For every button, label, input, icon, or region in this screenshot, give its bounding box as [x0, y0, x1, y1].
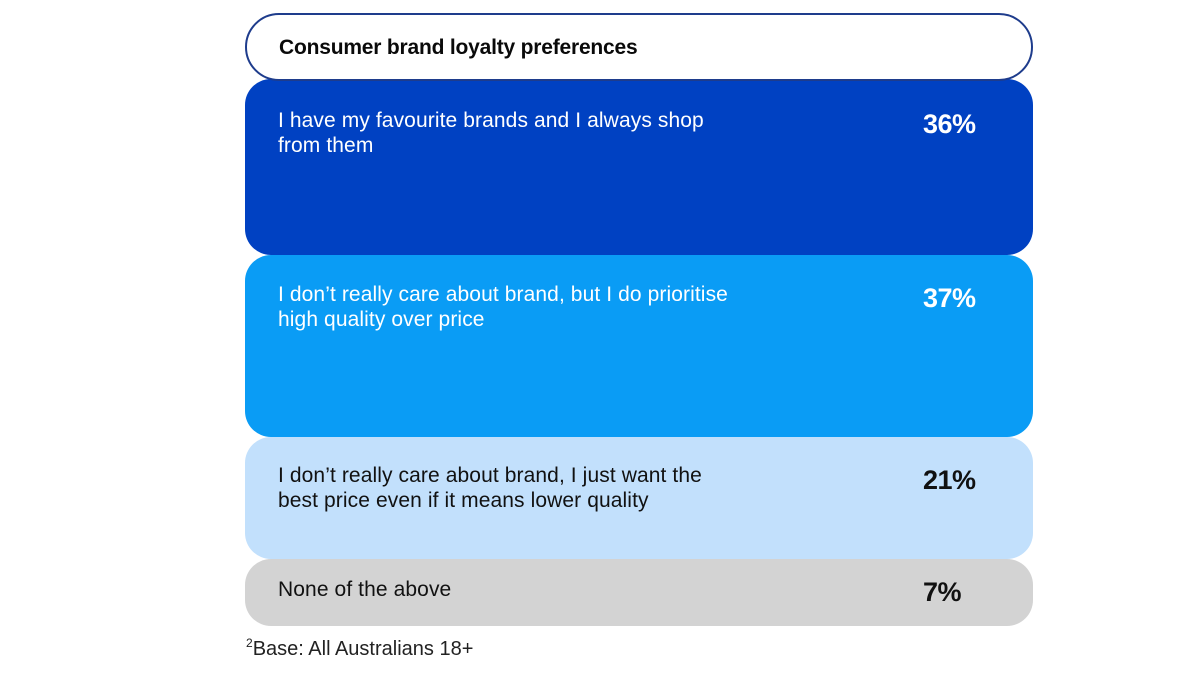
category-label: I don’t really care about brand, but I d… [278, 283, 728, 331]
category-label: None of the above [278, 578, 452, 601]
category-block: I don’t really care about brand, but I d… [245, 255, 1033, 437]
chart-title: Consumer brand loyalty preferences [279, 36, 638, 59]
category-label: I have my favourite brands and I always … [278, 109, 704, 157]
chart-title-pill: Consumer brand loyalty preferences [245, 13, 1033, 81]
footnote: 2Base: All Australians 18+ [246, 636, 473, 661]
value-label: 37% [923, 283, 976, 313]
footnote-text: Base: All Australians 18+ [252, 638, 474, 660]
category-label: I don’t really care about brand, I just … [278, 464, 702, 512]
value-label: 21% [923, 465, 976, 495]
value-label: 7% [923, 577, 962, 607]
category-block: I don’t really care about brand, I just … [245, 437, 1033, 559]
value-label: 36% [923, 109, 976, 139]
category-block: None of the above 7% [245, 559, 1033, 626]
category-block: I have my favourite brands and I always … [245, 79, 1033, 255]
footnote-marker: 2 [246, 636, 253, 650]
